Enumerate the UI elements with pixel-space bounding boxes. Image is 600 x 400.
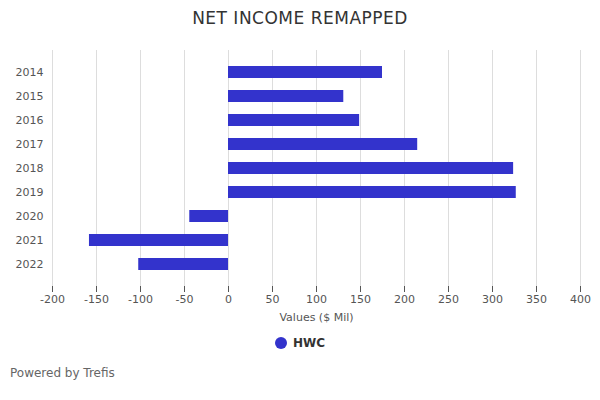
svg-text:300: 300 bbox=[482, 293, 503, 306]
html-text:Powered by Trefis: Powered by Trefis bbox=[10, 366, 115, 380]
svg-text:350: 350 bbox=[526, 293, 547, 306]
svg-text:100: 100 bbox=[306, 293, 327, 306]
svg-text:Values ($ Mil): Values ($ Mil) bbox=[279, 311, 353, 324]
svg-text:2015: 2015 bbox=[16, 90, 44, 103]
svg-text:0: 0 bbox=[225, 293, 232, 306]
svg-text:400: 400 bbox=[570, 293, 591, 306]
svg-text:50: 50 bbox=[266, 293, 280, 306]
svg-text:2021: 2021 bbox=[16, 234, 44, 247]
svg-text:2022: 2022 bbox=[16, 258, 44, 271]
svg-text:2020: 2020 bbox=[16, 210, 44, 223]
svg-text:150: 150 bbox=[350, 293, 371, 306]
svg-text:2014: 2014 bbox=[16, 66, 44, 79]
svg-text:-200: -200 bbox=[40, 293, 65, 306]
svg-text:2018: 2018 bbox=[16, 162, 44, 175]
svg-text:2019: 2019 bbox=[16, 186, 44, 199]
svg-text:2016: 2016 bbox=[16, 114, 44, 127]
svg-text:200: 200 bbox=[394, 293, 415, 306]
svg-text:-50: -50 bbox=[176, 293, 194, 306]
svg-text:-100: -100 bbox=[128, 293, 153, 306]
html-text:HWC: HWC bbox=[293, 336, 325, 350]
html-text:NET INCOME REMAPPED: NET INCOME REMAPPED bbox=[192, 8, 408, 28]
svg-text:2017: 2017 bbox=[16, 138, 44, 151]
svg-text:-150: -150 bbox=[84, 293, 109, 306]
svg-text:250: 250 bbox=[438, 293, 459, 306]
